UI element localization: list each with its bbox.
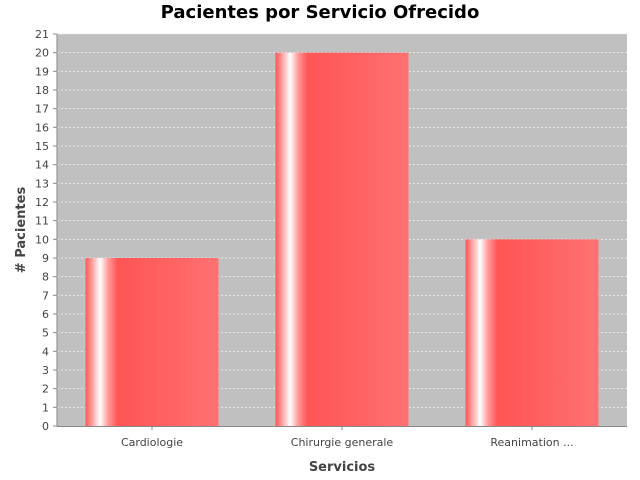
- bars: [85, 52, 599, 427]
- y-tick-label: 20: [35, 47, 49, 60]
- y-tick-label: 1: [42, 401, 49, 414]
- bar-cardiologie: [85, 258, 219, 426]
- y-tick-label: 21: [35, 28, 49, 41]
- y-tick-label: 2: [42, 383, 49, 396]
- bar-chirurgie-generale: [275, 52, 409, 427]
- y-tick-label: 0: [42, 420, 49, 433]
- x-axis-label: Servicios: [309, 460, 376, 475]
- y-tick-label: 8: [42, 271, 49, 284]
- x-tick-label: Cardiologie: [121, 436, 183, 449]
- x-tick-label: Reanimation ...: [490, 436, 573, 449]
- y-tick-label: 5: [42, 327, 49, 340]
- y-tick-label: 4: [42, 345, 49, 358]
- y-tick-label: 11: [35, 215, 49, 228]
- y-tick-label: 15: [35, 140, 49, 153]
- y-tick-label: 13: [35, 177, 49, 190]
- y-tick-label: 19: [35, 65, 49, 78]
- y-tick-label: 14: [35, 159, 49, 172]
- y-tick-label: 3: [42, 364, 49, 377]
- y-tick-label: 6: [42, 308, 49, 321]
- y-tick-label: 18: [35, 84, 49, 97]
- y-tick-label: 17: [35, 103, 49, 116]
- y-tick-label: 9: [42, 252, 49, 265]
- y-tick-label: 7: [42, 289, 49, 302]
- y-tick-label: 12: [35, 196, 49, 209]
- x-tick-label: Chirurgie generale: [291, 436, 394, 449]
- y-axis-label: # Pacientes: [14, 187, 29, 274]
- axes: 0123456789101112131415161718192021Cardio…: [35, 28, 627, 449]
- y-tick-label: 16: [35, 121, 49, 134]
- chart-title: Pacientes por Servicio Ofrecido: [160, 2, 480, 23]
- bar-reanimation: [465, 239, 599, 426]
- y-tick-label: 10: [35, 233, 49, 246]
